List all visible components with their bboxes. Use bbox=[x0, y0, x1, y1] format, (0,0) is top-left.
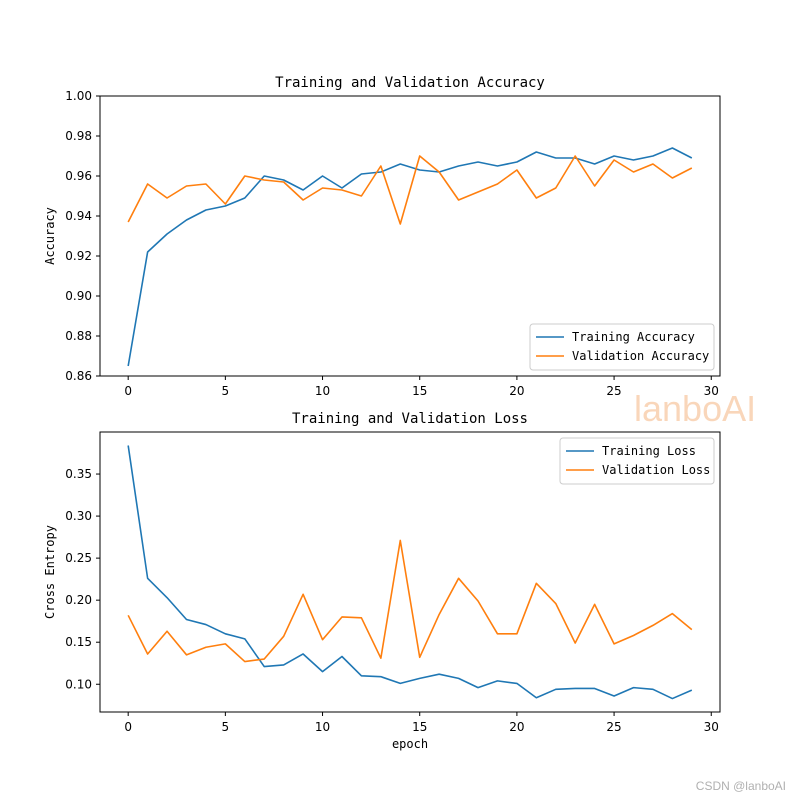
y-tick-label: 0.15 bbox=[65, 635, 92, 649]
y-tick-label: 0.30 bbox=[65, 509, 92, 523]
legend-entry: Training Accuracy bbox=[572, 330, 695, 344]
x-tick-label: 20 bbox=[509, 720, 524, 734]
legend: Training Accuracy Validation Accuracy bbox=[529, 323, 715, 371]
chart-title: Training and Validation Accuracy bbox=[275, 75, 545, 91]
x-tick-label: 15 bbox=[412, 720, 427, 734]
legend-box bbox=[559, 437, 715, 485]
y-tick-label: 0.10 bbox=[65, 677, 92, 691]
y-axis-label: Accuracy bbox=[43, 207, 57, 265]
x-tick-label: 25 bbox=[606, 720, 621, 734]
series-line-validation bbox=[127, 539, 693, 663]
series-line-training bbox=[127, 147, 693, 367]
legend-entry: Validation Accuracy bbox=[572, 349, 709, 363]
plot-frame bbox=[99, 431, 721, 713]
y-tick-label: 0.88 bbox=[65, 329, 92, 343]
loss-chart: Training and Validation Loss 0 5 10 15 20 25 30… bbox=[43, 411, 721, 751]
legend: Training Loss Validation Loss bbox=[559, 437, 715, 485]
x-tick-label: 30 bbox=[704, 720, 719, 734]
chart-title: Training and Validation Loss bbox=[292, 411, 528, 427]
y-tick-label: 0.96 bbox=[65, 169, 92, 183]
legend-box bbox=[529, 323, 715, 371]
x-tick-label: 25 bbox=[606, 384, 621, 398]
legend-entry: Training Loss bbox=[602, 444, 696, 458]
series-line-training bbox=[127, 445, 693, 700]
x-tick-label: 20 bbox=[509, 384, 524, 398]
y-tick-label: 0.92 bbox=[65, 249, 92, 263]
x-tick-label: 5 bbox=[222, 720, 230, 734]
y-tick-label: 0.86 bbox=[65, 369, 92, 383]
y-axis-label: Cross Entropy bbox=[43, 525, 57, 619]
legend-entry: Validation Loss bbox=[602, 463, 710, 477]
watermark: lanboAI bbox=[634, 388, 756, 429]
y-tick-label: 0.94 bbox=[65, 209, 92, 223]
y-tick-label: 0.98 bbox=[65, 129, 92, 143]
y-tick-label: 1.00 bbox=[65, 89, 92, 103]
y-tick-label: 0.35 bbox=[65, 467, 92, 481]
y-tick-label: 0.25 bbox=[65, 551, 92, 565]
y-tick-label: 0.90 bbox=[65, 289, 92, 303]
x-tick-label: 0 bbox=[124, 720, 132, 734]
credit-text: CSDN @lanboAI bbox=[696, 779, 786, 793]
x-tick-label: 5 bbox=[222, 384, 230, 398]
x-tick-label: 10 bbox=[315, 384, 330, 398]
series-line-validation bbox=[127, 155, 693, 225]
plot-frame bbox=[99, 95, 721, 377]
x-tick-label: 30 bbox=[704, 384, 719, 398]
accuracy-chart: Training and Validation Accuracy 0 5 10 15 20… bbox=[43, 75, 721, 398]
x-axis-label: epoch bbox=[392, 737, 428, 751]
y-tick-label: 0.20 bbox=[65, 593, 92, 607]
x-tick-label: 15 bbox=[412, 384, 427, 398]
x-tick-label: 10 bbox=[315, 720, 330, 734]
x-tick-label: 0 bbox=[124, 384, 132, 398]
